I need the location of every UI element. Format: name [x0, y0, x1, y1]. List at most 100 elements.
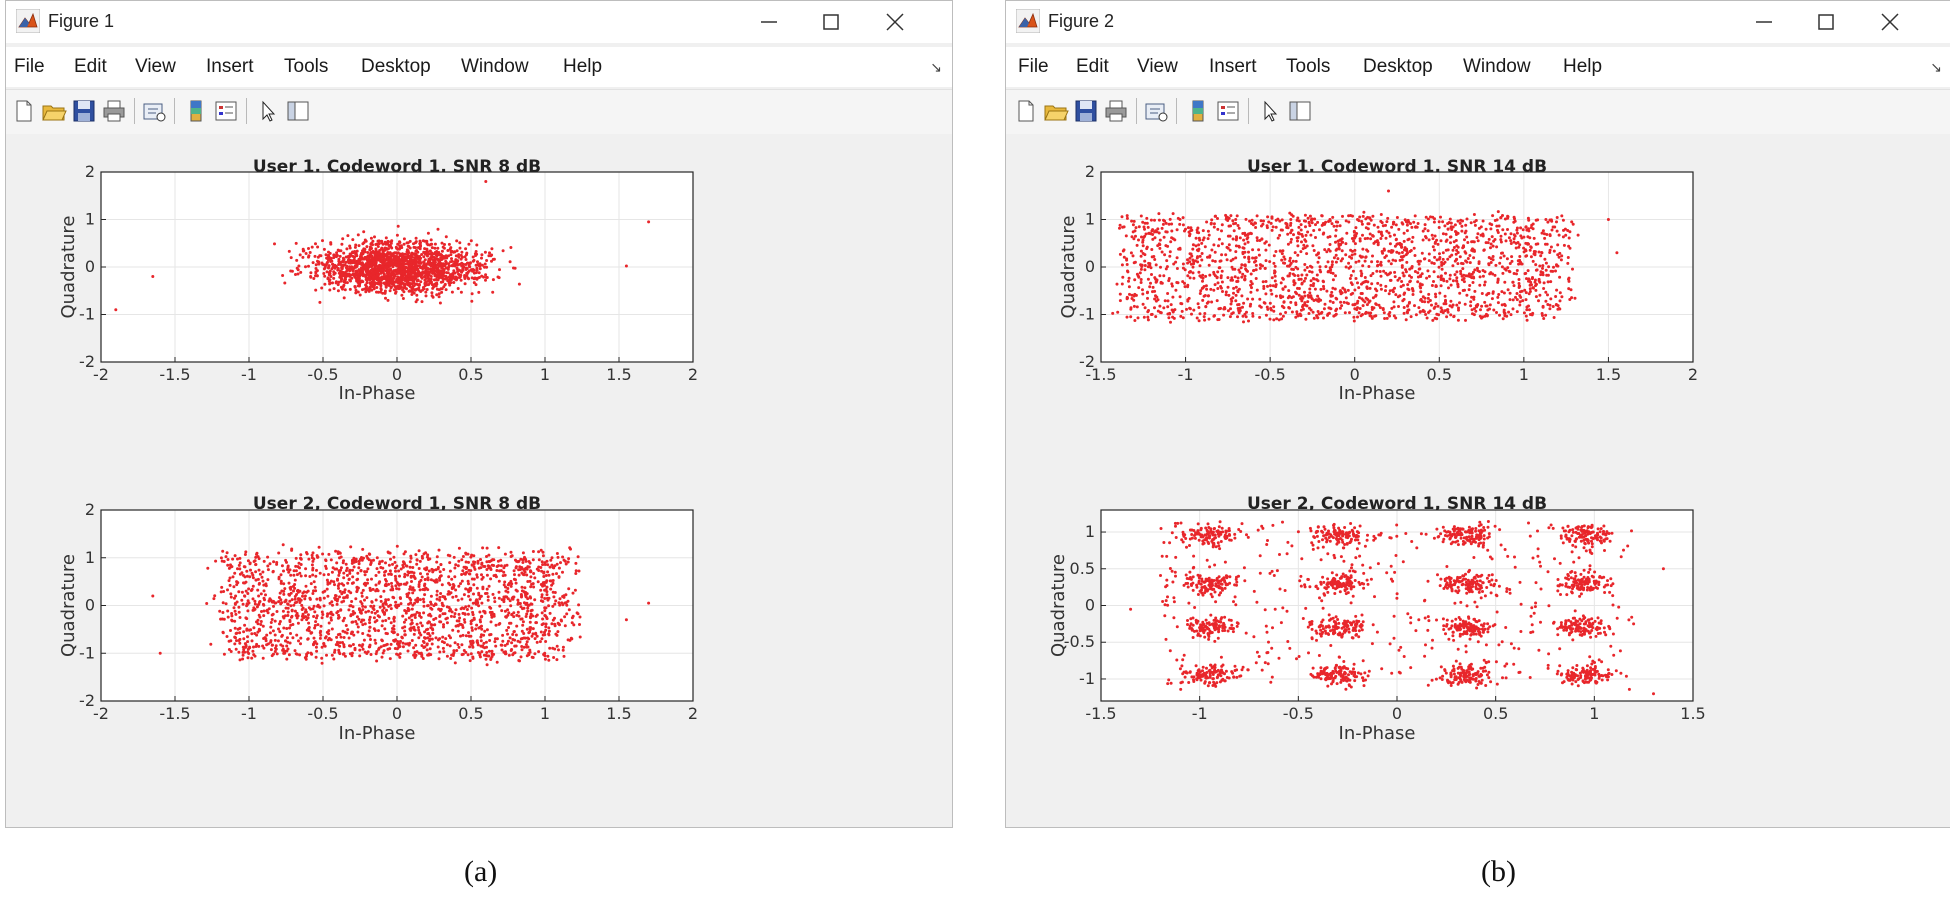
- legend-icon[interactable]: [1214, 97, 1242, 125]
- print-icon[interactable]: [1102, 97, 1130, 125]
- data-point: [1438, 291, 1442, 295]
- data-point: [1472, 240, 1476, 244]
- data-point: [456, 598, 460, 602]
- print-icon[interactable]: [100, 97, 128, 125]
- data-point: [1229, 302, 1233, 306]
- data-point: [544, 588, 548, 592]
- data-point: [367, 272, 371, 276]
- data-point: [289, 256, 293, 260]
- data-point: [220, 585, 224, 589]
- data-point: [377, 242, 381, 246]
- data-point: [344, 255, 348, 259]
- data-point: [1449, 241, 1452, 245]
- colorbar-icon[interactable]: [182, 97, 210, 125]
- dock-arrow-icon[interactable]: ↘: [1930, 59, 1942, 75]
- data-point: [483, 250, 487, 254]
- maximize-button[interactable]: [1803, 5, 1849, 39]
- menu-window[interactable]: Window: [461, 56, 529, 77]
- data-point: [449, 273, 452, 277]
- data-point: [1492, 239, 1496, 243]
- menu-file[interactable]: File: [14, 56, 45, 77]
- data-point: [288, 568, 292, 572]
- data-point: [497, 276, 501, 280]
- dock-arrow-icon[interactable]: ↘: [930, 59, 942, 75]
- open-file-icon[interactable]: [1042, 97, 1070, 125]
- data-point: [1270, 215, 1274, 219]
- data-point: [394, 263, 398, 267]
- data-point: [360, 594, 364, 598]
- link-plot-icon[interactable]: [140, 97, 168, 125]
- data-point: [548, 611, 552, 615]
- open-file-icon[interactable]: [40, 97, 68, 125]
- menu-edit[interactable]: Edit: [1076, 56, 1109, 77]
- menu-view[interactable]: View: [1137, 56, 1178, 77]
- data-point: [524, 602, 528, 606]
- data-point: [512, 615, 516, 619]
- new-figure-icon[interactable]: [1012, 97, 1040, 125]
- data-point: [547, 604, 551, 608]
- menu-edit[interactable]: Edit: [74, 56, 107, 77]
- data-point: [266, 555, 270, 559]
- data-point: [1201, 298, 1205, 302]
- data-point: [355, 578, 359, 582]
- data-point: [577, 603, 581, 607]
- data-point: [1515, 272, 1518, 276]
- save-icon[interactable]: [1072, 97, 1100, 125]
- property-editor-icon[interactable]: [284, 97, 312, 125]
- data-point: [238, 616, 242, 619]
- data-point: [1448, 217, 1452, 221]
- data-point: [1434, 295, 1438, 299]
- colorbar-icon[interactable]: [1184, 97, 1212, 125]
- menu-insert[interactable]: Insert: [1209, 56, 1257, 77]
- save-icon[interactable]: [70, 97, 98, 125]
- data-point: [382, 649, 386, 653]
- data-point: [286, 606, 290, 610]
- data-point: [283, 281, 287, 285]
- menu-desktop[interactable]: Desktop: [361, 56, 431, 77]
- data-point: [464, 560, 468, 564]
- close-button[interactable]: [872, 5, 918, 39]
- data-point: [1357, 311, 1361, 315]
- property-editor-icon[interactable]: [1286, 97, 1314, 125]
- menu-window[interactable]: Window: [1463, 56, 1531, 77]
- minimize-button[interactable]: [1741, 5, 1787, 39]
- pointer-icon[interactable]: [254, 97, 282, 125]
- menu-help[interactable]: Help: [1563, 56, 1603, 77]
- menu-desktop[interactable]: Desktop: [1363, 56, 1433, 77]
- menu-file[interactable]: File: [1018, 56, 1049, 77]
- data-point: [468, 261, 472, 265]
- data-point: [1146, 315, 1150, 319]
- legend-icon[interactable]: [212, 97, 240, 125]
- new-figure-icon[interactable]: [10, 97, 38, 125]
- data-point: [244, 550, 248, 554]
- data-point: [368, 615, 372, 619]
- menu-view[interactable]: View: [135, 56, 176, 77]
- menu-insert[interactable]: Insert: [206, 56, 254, 77]
- data-point: [1414, 313, 1418, 317]
- data-point: [1432, 262, 1436, 265]
- data-point: [327, 257, 330, 261]
- data-point: [258, 581, 261, 585]
- data-point: [324, 253, 328, 257]
- data-point: [506, 639, 510, 643]
- data-point: [334, 281, 338, 285]
- data-point: [447, 581, 451, 585]
- data-point: [350, 561, 354, 565]
- pointer-icon[interactable]: [1256, 97, 1284, 125]
- data-point: [351, 575, 355, 579]
- menu-tools[interactable]: Tools: [284, 56, 329, 77]
- data-point: [439, 620, 443, 624]
- close-button[interactable]: [1867, 5, 1913, 39]
- maximize-button[interactable]: [808, 5, 854, 39]
- data-point: [484, 657, 488, 661]
- data-point: [323, 644, 327, 648]
- menu-help[interactable]: Help: [563, 56, 603, 77]
- minimize-button[interactable]: [746, 5, 792, 39]
- data-point: [411, 566, 415, 569]
- data-point: [471, 656, 475, 660]
- link-plot-icon[interactable]: [1142, 97, 1170, 125]
- data-point: [460, 606, 464, 610]
- data-point: [238, 567, 242, 571]
- menu-tools[interactable]: Tools: [1286, 56, 1331, 77]
- data-point: [272, 604, 275, 608]
